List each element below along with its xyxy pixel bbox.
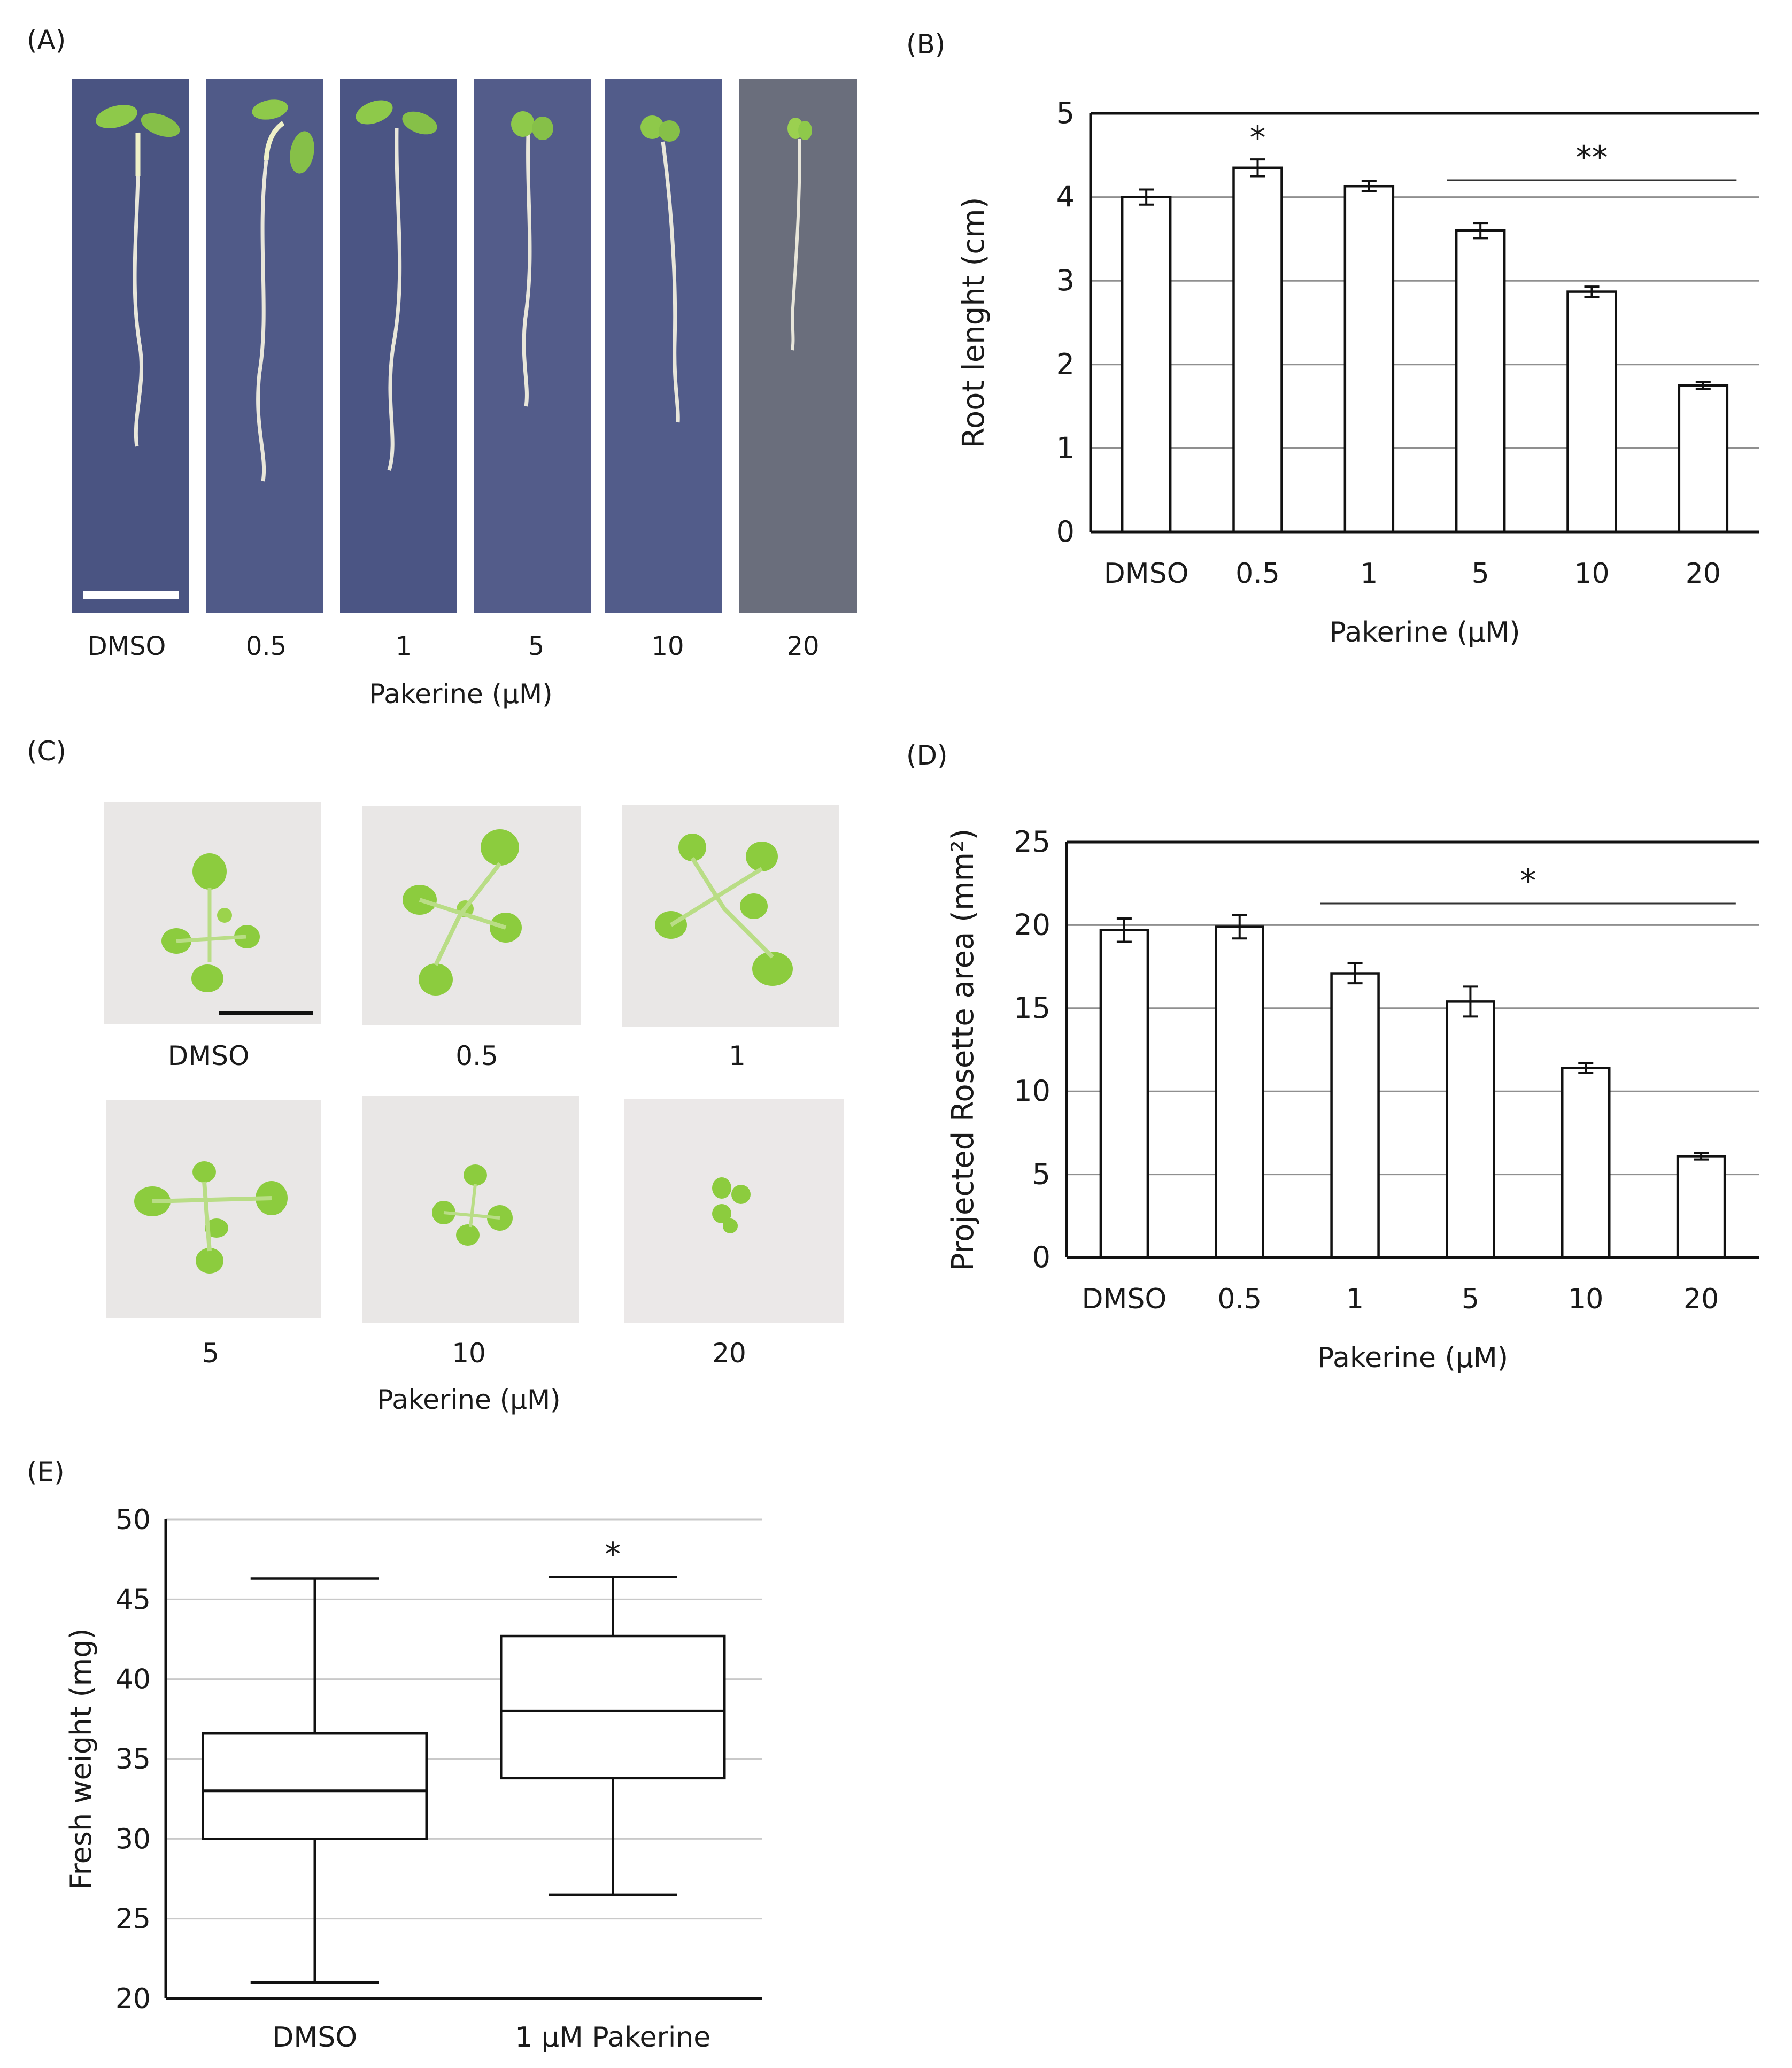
y-axis-title: Fresh weight (mg)	[64, 1628, 98, 1889]
panel-c-tick-label: 0.5	[455, 1040, 498, 1071]
seedling-photo-5	[474, 79, 591, 613]
bar	[1099, 929, 1149, 1259]
x-tick-label: 10	[1574, 558, 1609, 590]
panel-label-b: (B)	[906, 29, 945, 60]
x-tick-label: 20	[1686, 558, 1721, 590]
box	[500, 1634, 726, 1780]
x-tick-label: DMSO	[1104, 558, 1189, 590]
y-tick-label: 50	[115, 1504, 151, 1536]
bar	[1121, 196, 1172, 534]
rosette-photo-1	[622, 805, 839, 1027]
seedling-photo-background	[72, 79, 189, 613]
y-tick-label: 5	[1056, 96, 1075, 130]
panel-label-c: (C)	[27, 736, 66, 767]
rosette-photo-20	[624, 1099, 844, 1323]
panel-c-tick-label: 10	[452, 1338, 486, 1369]
y-axis-title: Root lenght (cm)	[956, 197, 991, 448]
panel-a-photos	[72, 79, 857, 613]
x-tick-label: 5	[1462, 1283, 1479, 1315]
bar	[1446, 1000, 1495, 1259]
bar	[1215, 925, 1264, 1259]
bar	[1561, 1067, 1611, 1259]
rosette-photo-0.5	[362, 806, 581, 1025]
panel-a-tick-label: DMSO	[88, 631, 166, 661]
seedling-photo-background	[474, 79, 591, 613]
panel-c-tick-label: 1	[729, 1040, 746, 1071]
y-tick-label: 20	[115, 1983, 151, 2015]
y-tick-label: 10	[1014, 1074, 1051, 1108]
bar	[1676, 1155, 1726, 1259]
significance-marker: **	[1576, 139, 1608, 176]
bar	[1232, 166, 1283, 534]
significance-marker: *	[1520, 862, 1536, 900]
panel-a-tick-labels: DMSO 0.5 1 5 10 20	[88, 631, 820, 661]
chart-b: 0 1 2 3 4 5 DMSO 0.5 1 5 10 20 Pakerine (µM) Root len…	[956, 96, 1759, 649]
rosette-photo-5	[106, 1100, 321, 1318]
x-tick-label: DMSO	[272, 2021, 357, 2054]
seedling-photo-dmso	[72, 79, 189, 613]
significance-marker: *	[1250, 119, 1266, 157]
y-tick-label: 4	[1056, 180, 1075, 214]
panel-a-tick-label: 1	[396, 631, 412, 661]
panel-c-tick-label: 20	[712, 1338, 746, 1369]
y-tick-label: 25	[115, 1903, 151, 1935]
y-tick-label: 25	[1014, 825, 1051, 859]
panel-a-tick-label: 5	[528, 631, 545, 661]
seedling-photo-0.5	[206, 79, 323, 613]
bar	[1455, 229, 1506, 534]
x-tick-label: 1	[1346, 1283, 1364, 1315]
x-tick-label: 0.5	[1235, 558, 1280, 590]
seedling-photo-1	[340, 79, 457, 613]
y-tick-label: 20	[1014, 908, 1051, 942]
x-tick-label: 20	[1683, 1283, 1719, 1315]
panel-a-tick-label: 20	[786, 631, 819, 661]
x-axis-title: Pakerine (µM)	[1330, 616, 1520, 649]
panel-c-tick-labels: DMSO 0.5 1 5 10 20	[168, 1040, 746, 1369]
seedling-photo-10	[605, 79, 722, 613]
y-tick-label: 5	[1032, 1158, 1051, 1191]
y-tick-label: 35	[115, 1743, 151, 1776]
bar	[1343, 184, 1395, 534]
bar	[1678, 384, 1729, 534]
y-tick-label: 2	[1056, 348, 1075, 381]
y-tick-label: 45	[115, 1584, 151, 1616]
rosette-photo-dmso	[104, 802, 321, 1024]
bar	[1330, 972, 1380, 1259]
y-tick-label: 0	[1032, 1240, 1051, 1274]
y-tick-label: 3	[1056, 264, 1075, 297]
rosette-photo-10	[362, 1096, 579, 1323]
panel-label-d: (D)	[906, 740, 948, 771]
seedling-photo-background	[605, 79, 722, 613]
panel-label-a: (A)	[27, 25, 66, 56]
panel-a-xlabel: Pakerine (µM)	[369, 678, 552, 709]
y-tick-label: 15	[1014, 991, 1051, 1025]
y-tick-label: 1	[1056, 431, 1075, 465]
panel-c-photos	[104, 802, 844, 1323]
x-tick-label: 1	[1360, 558, 1378, 590]
seedling-photo-20	[739, 79, 857, 613]
y-tick-label: 40	[115, 1664, 151, 1696]
y-tick-label: 0	[1056, 515, 1075, 549]
panel-a-tick-label: 10	[651, 631, 684, 661]
panel-c-tick-label: 5	[202, 1338, 219, 1369]
y-tick-label: 30	[115, 1823, 151, 1855]
significance-marker: *	[605, 1536, 621, 1573]
bar	[1566, 290, 1617, 534]
x-axis-title: Pakerine (µM)	[1317, 1342, 1508, 1374]
chart-e: 20 25 30 35 40 45 50 DMSO 1 µM Pakerine Fresh wei…	[64, 1504, 762, 2054]
y-axis-title: Projected Rosette area (mm²)	[946, 829, 980, 1271]
panel-c-tick-label: DMSO	[168, 1040, 250, 1071]
panel-label-e: (E)	[27, 1456, 65, 1487]
x-tick-label: 1 µM Pakerine	[515, 2021, 710, 2054]
panel-c-xlabel: Pakerine (µM)	[377, 1384, 560, 1415]
x-tick-label: 10	[1568, 1283, 1603, 1315]
x-tick-label: 5	[1472, 558, 1489, 590]
x-tick-label: DMSO	[1082, 1283, 1167, 1315]
x-tick-label: 0.5	[1217, 1283, 1262, 1315]
panel-a-tick-label: 0.5	[246, 631, 287, 661]
box	[202, 1732, 428, 1840]
